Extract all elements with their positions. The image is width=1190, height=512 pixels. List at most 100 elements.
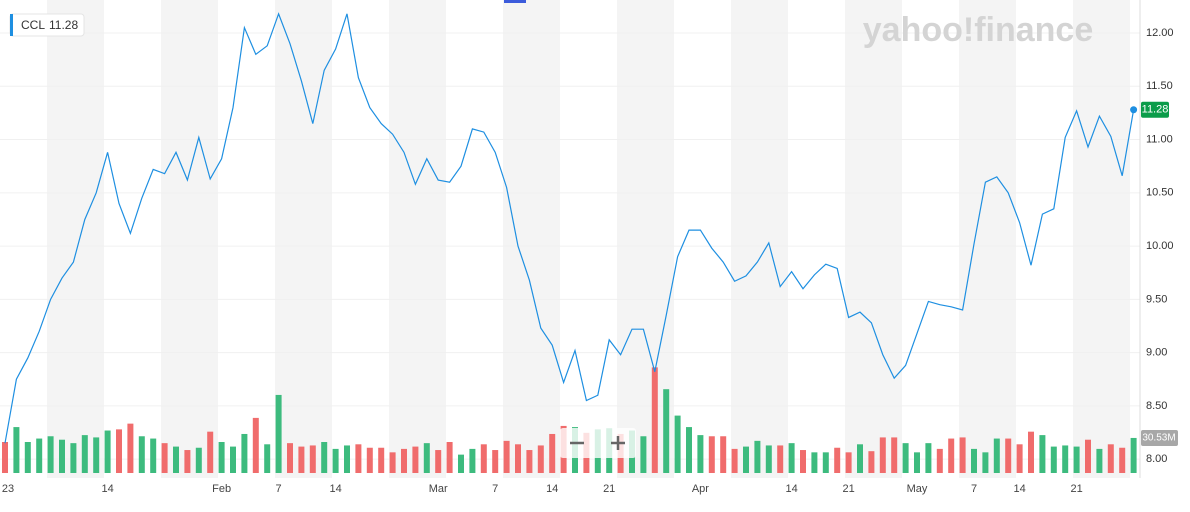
volume-bar (959, 437, 966, 473)
volume-bar (1096, 448, 1103, 473)
volume-bar (503, 440, 510, 473)
volume-bar (24, 442, 31, 473)
volume-bar (651, 367, 658, 473)
volume-bar (218, 442, 225, 473)
volume-bar (834, 447, 841, 473)
volume-bar (537, 445, 544, 473)
volume-bar (1005, 438, 1012, 473)
y-tick-label: 9.50 (1146, 293, 1167, 305)
volume-bar (355, 444, 362, 473)
volume-bar (1085, 439, 1091, 473)
x-tick-label: May (907, 483, 928, 495)
volume-bar (686, 427, 692, 473)
volume-bar (1107, 444, 1114, 473)
volume-bar (640, 436, 647, 473)
week-band (1073, 0, 1130, 478)
volume-bar (184, 450, 191, 473)
week-band (959, 0, 1016, 478)
volume-bar (800, 450, 806, 473)
volume-bar (788, 443, 795, 473)
x-tick-label: 14 (1013, 483, 1025, 495)
volume-bar (1062, 445, 1069, 473)
y-tick-label: 11.50 (1146, 80, 1173, 92)
volume-bar (321, 442, 328, 473)
volume-bar (401, 448, 407, 473)
price-tag-label: 11.28 (1142, 104, 1169, 116)
week-band (161, 0, 218, 478)
x-tick-label: 7 (492, 483, 498, 495)
week-band (503, 0, 560, 478)
x-tick-label: 14 (785, 483, 797, 495)
volume-bar (127, 423, 134, 473)
volume-bar (982, 452, 989, 473)
volume-bar (1130, 437, 1137, 473)
volume-bar (59, 439, 65, 473)
volume-bar (195, 447, 202, 473)
volume-bar (2, 442, 8, 473)
volume-bar (936, 448, 943, 473)
x-tick-label: Feb (212, 483, 231, 495)
volume-bar (378, 447, 385, 473)
x-tick-label: 14 (101, 483, 113, 495)
volume-bar (891, 437, 898, 473)
x-tick-label: 7 (276, 483, 282, 495)
volume-bar (173, 446, 179, 473)
plot (4, 12, 1138, 444)
x-tick-label: Apr (692, 483, 709, 495)
x-tick-label: Mar (429, 483, 448, 495)
y-tick-label: 8.50 (1146, 400, 1167, 412)
volume-bar (868, 451, 875, 473)
y-tick-label: 8.00 (1146, 453, 1167, 465)
y-tick-label: 12.00 (1146, 27, 1174, 39)
volume-bar (515, 444, 521, 473)
week-band (389, 0, 446, 478)
volume-bar (822, 452, 829, 473)
volume-bar (252, 417, 259, 473)
week-band (731, 0, 788, 478)
y-tick-label: 9.00 (1146, 347, 1167, 359)
zoom-box[interactable] (560, 428, 636, 458)
volume-bar (70, 443, 77, 473)
volume-bar (1016, 444, 1023, 473)
volume-bar (116, 429, 122, 473)
volume-bar (161, 443, 168, 473)
volume-bar (902, 443, 909, 473)
volume-bar (731, 448, 738, 473)
volume-bar (344, 445, 350, 473)
legend-swatch (10, 14, 13, 36)
volume-bar (914, 452, 920, 473)
top-marker (504, 0, 526, 3)
y-tick-label: 10.00 (1146, 240, 1174, 252)
volume-bar (469, 448, 476, 473)
logo: yahoo!finance (863, 11, 1093, 49)
volume-bar (81, 435, 88, 473)
volume-bar (1039, 435, 1046, 473)
volume-bar (13, 427, 20, 473)
volume-bar (857, 444, 863, 473)
volume-bar (412, 446, 419, 473)
volume-bar (845, 452, 852, 473)
zoom-controls[interactable] (560, 428, 636, 458)
volume-bar (93, 437, 100, 473)
volume-bar (230, 446, 236, 473)
volume-bar (526, 450, 533, 473)
volume-bar (1050, 446, 1057, 473)
volume-bar (971, 448, 977, 473)
volume-bar (720, 436, 727, 473)
volume-bar (697, 435, 704, 473)
volume-bar (993, 438, 1000, 473)
week-band (845, 0, 902, 478)
volume-bar (309, 445, 316, 473)
volume-bar (1119, 447, 1126, 473)
volume-bar (777, 445, 784, 473)
volume-bar (879, 437, 886, 473)
volume-bar (1073, 446, 1080, 473)
last-point (1130, 106, 1138, 114)
volume-bar (287, 443, 293, 473)
volume-bar (366, 447, 373, 473)
x-tick-label: 21 (603, 483, 615, 495)
price-line (4, 12, 1135, 444)
week-bands (47, 0, 1130, 478)
week-band (47, 0, 104, 478)
